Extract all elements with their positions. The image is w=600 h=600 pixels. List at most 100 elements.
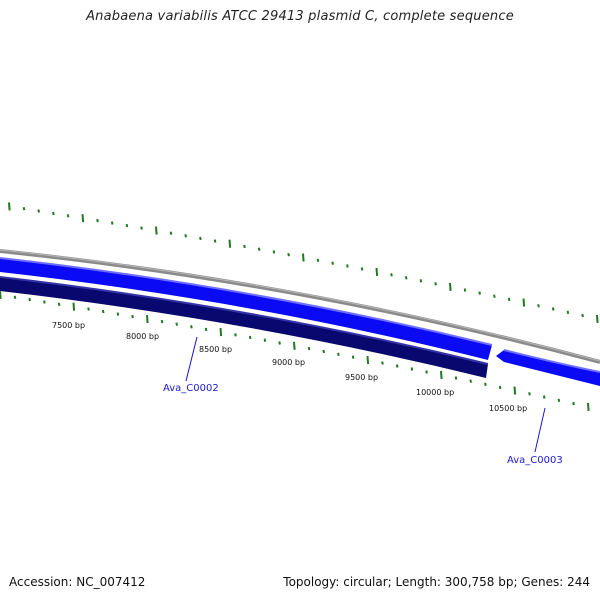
inner-tick — [454, 376, 458, 380]
inner-tick — [410, 367, 414, 371]
outer-tick — [390, 273, 393, 277]
gene-leader-ava-c0002 — [185, 336, 198, 382]
outer-tick — [228, 239, 232, 248]
outer-tick — [140, 226, 143, 230]
inner-tick — [381, 361, 384, 365]
inner-tick — [87, 307, 90, 311]
inner-tick — [440, 370, 443, 380]
outer-tick-track — [8, 202, 599, 323]
outer-tick — [184, 234, 187, 238]
outer-tick — [257, 247, 261, 251]
inner-tick — [219, 328, 223, 337]
outer-tick — [360, 267, 364, 271]
outer-tick — [463, 288, 467, 292]
inner-tick — [146, 315, 149, 324]
outer-tick — [155, 226, 158, 235]
gene-arrow-reverse-1-highlight — [0, 276, 489, 365]
ruler-labels: 7500 bp 8000 bp 8500 bp 9000 bp 9500 bp … — [52, 321, 527, 413]
outer-tick — [375, 267, 379, 276]
inner-tick — [351, 355, 355, 359]
inner-tick — [293, 341, 296, 350]
inner-tick — [469, 379, 472, 383]
inner-tick — [278, 341, 281, 345]
outer-tick — [213, 239, 217, 243]
outer-tick — [287, 253, 290, 257]
inner-tick — [484, 382, 487, 386]
inner-tick — [572, 401, 575, 406]
inner-tick — [43, 300, 46, 304]
ruler-label-8500: 8500 bp — [199, 345, 232, 354]
outer-tick — [96, 218, 99, 223]
inner-tick — [248, 335, 252, 340]
gene-arrow-reverse-1[interactable] — [0, 277, 488, 378]
outer-tick — [449, 282, 452, 291]
backbone-line — [0, 249, 600, 364]
outer-tick — [346, 264, 349, 268]
inner-tick — [322, 349, 325, 354]
inner-tick — [131, 314, 134, 319]
outer-tick — [169, 231, 173, 235]
outer-tick — [419, 279, 423, 283]
outer-tick — [272, 250, 276, 254]
gene-arrow-forward-1-highlight — [0, 257, 493, 346]
inner-tick — [204, 327, 208, 332]
inner-tick — [116, 312, 120, 316]
ruler-label-10000: 10000 bp — [416, 388, 454, 397]
accession-text: Accession: NC_007412 — [9, 575, 146, 589]
inner-tick — [307, 346, 311, 351]
inner-tick — [190, 325, 193, 329]
gene-arrow-forward-1[interactable] — [0, 258, 492, 360]
outer-tick — [537, 304, 540, 308]
outer-tick — [331, 261, 334, 265]
map-title: Anabaena variabilis ATCC 29413 plasmid C… — [86, 9, 514, 24]
ruler-label-10500: 10500 bp — [489, 404, 527, 413]
outer-tick — [37, 209, 40, 213]
ruler-label-7500: 7500 bp — [52, 321, 85, 330]
gene-leader-ava-c0003 — [534, 407, 546, 453]
ruler-label-9000: 9000 bp — [272, 358, 305, 367]
inner-tick — [160, 319, 164, 324]
inner-tick — [587, 402, 590, 411]
outer-tick — [566, 310, 570, 314]
gene-arrow-forward-2-highlight — [503, 349, 600, 373]
inner-tick — [175, 322, 178, 326]
outer-tick — [8, 202, 11, 211]
outer-tick — [110, 221, 114, 225]
outer-tick — [493, 294, 496, 298]
outer-tick — [125, 223, 129, 228]
inner-tick — [101, 309, 105, 314]
gene-arrow-forward-2[interactable] — [496, 350, 600, 386]
outer-tick — [199, 236, 202, 241]
inner-tick — [28, 297, 31, 302]
outer-tick — [434, 282, 437, 286]
outer-tick — [596, 314, 599, 323]
outer-tick — [316, 258, 320, 262]
inner-tick — [528, 392, 531, 396]
outer-tick — [22, 207, 26, 211]
inner-tick — [72, 302, 76, 311]
inner-tick — [13, 295, 17, 299]
outer-tick — [243, 244, 246, 249]
backbone-line-highlight — [0, 249, 600, 362]
ruler-label-8000: 8000 bp — [126, 332, 159, 341]
inner-tick — [366, 356, 370, 365]
outer-tick — [522, 298, 526, 307]
inner-tick — [557, 398, 561, 402]
inner-tick — [0, 290, 2, 300]
summary-text: Topology: circular; Length: 300,758 bp; … — [283, 575, 590, 589]
outer-tick — [478, 291, 481, 295]
inner-tick — [337, 352, 340, 356]
inner-tick — [263, 338, 267, 342]
gene-label-ava-c0002[interactable]: Ava_C0002 — [163, 383, 219, 394]
inner-tick — [498, 385, 502, 390]
outer-tick — [404, 276, 408, 280]
ruler-label-9500: 9500 bp — [345, 373, 378, 382]
inner-tick — [57, 302, 61, 306]
outer-tick — [52, 211, 55, 216]
inner-tick — [513, 386, 517, 395]
outer-tick — [551, 307, 555, 311]
inner-tick-track — [0, 290, 590, 411]
outer-tick — [66, 214, 70, 218]
gene-label-ava-c0003[interactable]: Ava_C0003 — [507, 455, 563, 466]
inner-tick — [234, 333, 237, 337]
